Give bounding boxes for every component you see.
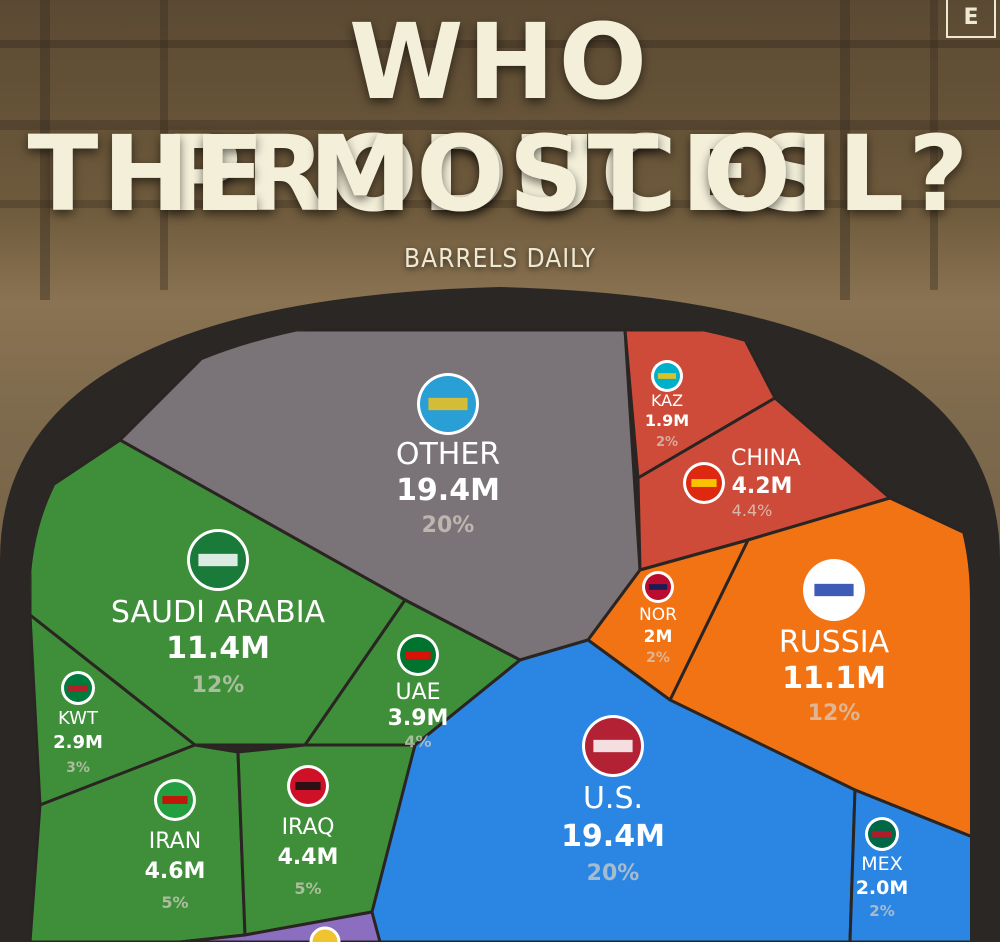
label-name-uae: UAE: [395, 680, 440, 705]
norway-flag-icon: [642, 571, 674, 603]
label-share-saudi-arabia: 12%: [192, 673, 245, 698]
label-name-kaz: KAZ: [651, 391, 683, 410]
kazakhstan-flag-icon: [651, 360, 683, 392]
partial-icon: [309, 926, 341, 942]
chart-subtitle: BARRELS DAILY: [404, 244, 596, 274]
label-name-u-s: U.S.: [583, 781, 643, 816]
uae-flag-icon: [397, 634, 439, 676]
label-name-mex: MEX: [861, 853, 902, 875]
label-group-iran: IRAN 4.6M 5%: [145, 779, 206, 912]
russia-flag-icon: [803, 559, 865, 621]
china-flag-icon: [683, 462, 725, 504]
label-share-russia: 12%: [808, 701, 861, 726]
label-name-iran: IRAN: [149, 829, 201, 854]
globe-icon: [417, 373, 479, 435]
label-share-kaz: 2%: [656, 435, 678, 450]
label-value-iran: 4.6M: [145, 859, 206, 884]
kuwait-flag-icon: [61, 671, 95, 705]
label-name-nor: NOR: [639, 605, 677, 625]
label-value-nor: 2M: [644, 627, 673, 647]
label-value-iraq: 4.4M: [278, 845, 339, 870]
label-share-other: 20%: [422, 513, 475, 538]
label-name-kwt: KWT: [58, 708, 99, 729]
brand-logo: E: [946, 0, 996, 38]
label-group-kwt: KWT 2.9M 3%: [53, 671, 103, 776]
label-value-china: 4.2M: [732, 474, 793, 499]
label-value-kaz: 1.9M: [645, 411, 689, 430]
label-share-nor: 2%: [646, 650, 670, 666]
label-value-russia: 11.1M: [782, 661, 886, 696]
iran-flag-icon: [154, 779, 196, 821]
label-value-kwt: 2.9M: [53, 732, 103, 753]
label-name-russia: RUSSIA: [779, 625, 890, 660]
label-name-other: OTHER: [396, 437, 500, 472]
label-share-iran: 5%: [161, 893, 188, 912]
label-share-china: 4.4%: [732, 501, 773, 520]
saudi-flag-icon: [187, 529, 249, 591]
label-group-iraq: IRAQ 4.4M 5%: [278, 765, 339, 898]
label-share-uae: 4%: [404, 732, 431, 751]
label-share-u-s: 20%: [587, 861, 640, 886]
label-value-u-s: 19.4M: [561, 819, 665, 854]
background-refinery: [0, 0, 1000, 300]
label-name-saudi-arabia: SAUDI ARABIA: [111, 595, 326, 630]
label-share-kwt: 3%: [66, 760, 90, 776]
label-share-iraq: 5%: [294, 879, 321, 898]
label-name-china: CHINA: [731, 446, 801, 471]
label-group-u-s: U.S.19.4M 20%: [561, 715, 665, 886]
label-group-china: CHINA 4.2M 4.4%: [683, 446, 801, 520]
label-value-uae: 3.9M: [388, 706, 449, 731]
label-value-mex: 2.0M: [856, 877, 909, 899]
chart-title-line-1: WHO PRODUCES: [165, 1, 835, 235]
iraq-flag-icon: [287, 765, 329, 807]
us-flag-icon: [582, 715, 644, 777]
label-value-other: 19.4M: [396, 473, 500, 508]
mexico-flag-icon: [865, 817, 899, 851]
label-value-saudi-arabia: 11.4M: [166, 631, 270, 666]
label-name-iraq: IRAQ: [282, 815, 335, 840]
label-share-mex: 2%: [869, 902, 894, 920]
cell-iraq: [236, 743, 417, 937]
chart-title-line-2: THE MOST OIL?: [27, 113, 973, 235]
